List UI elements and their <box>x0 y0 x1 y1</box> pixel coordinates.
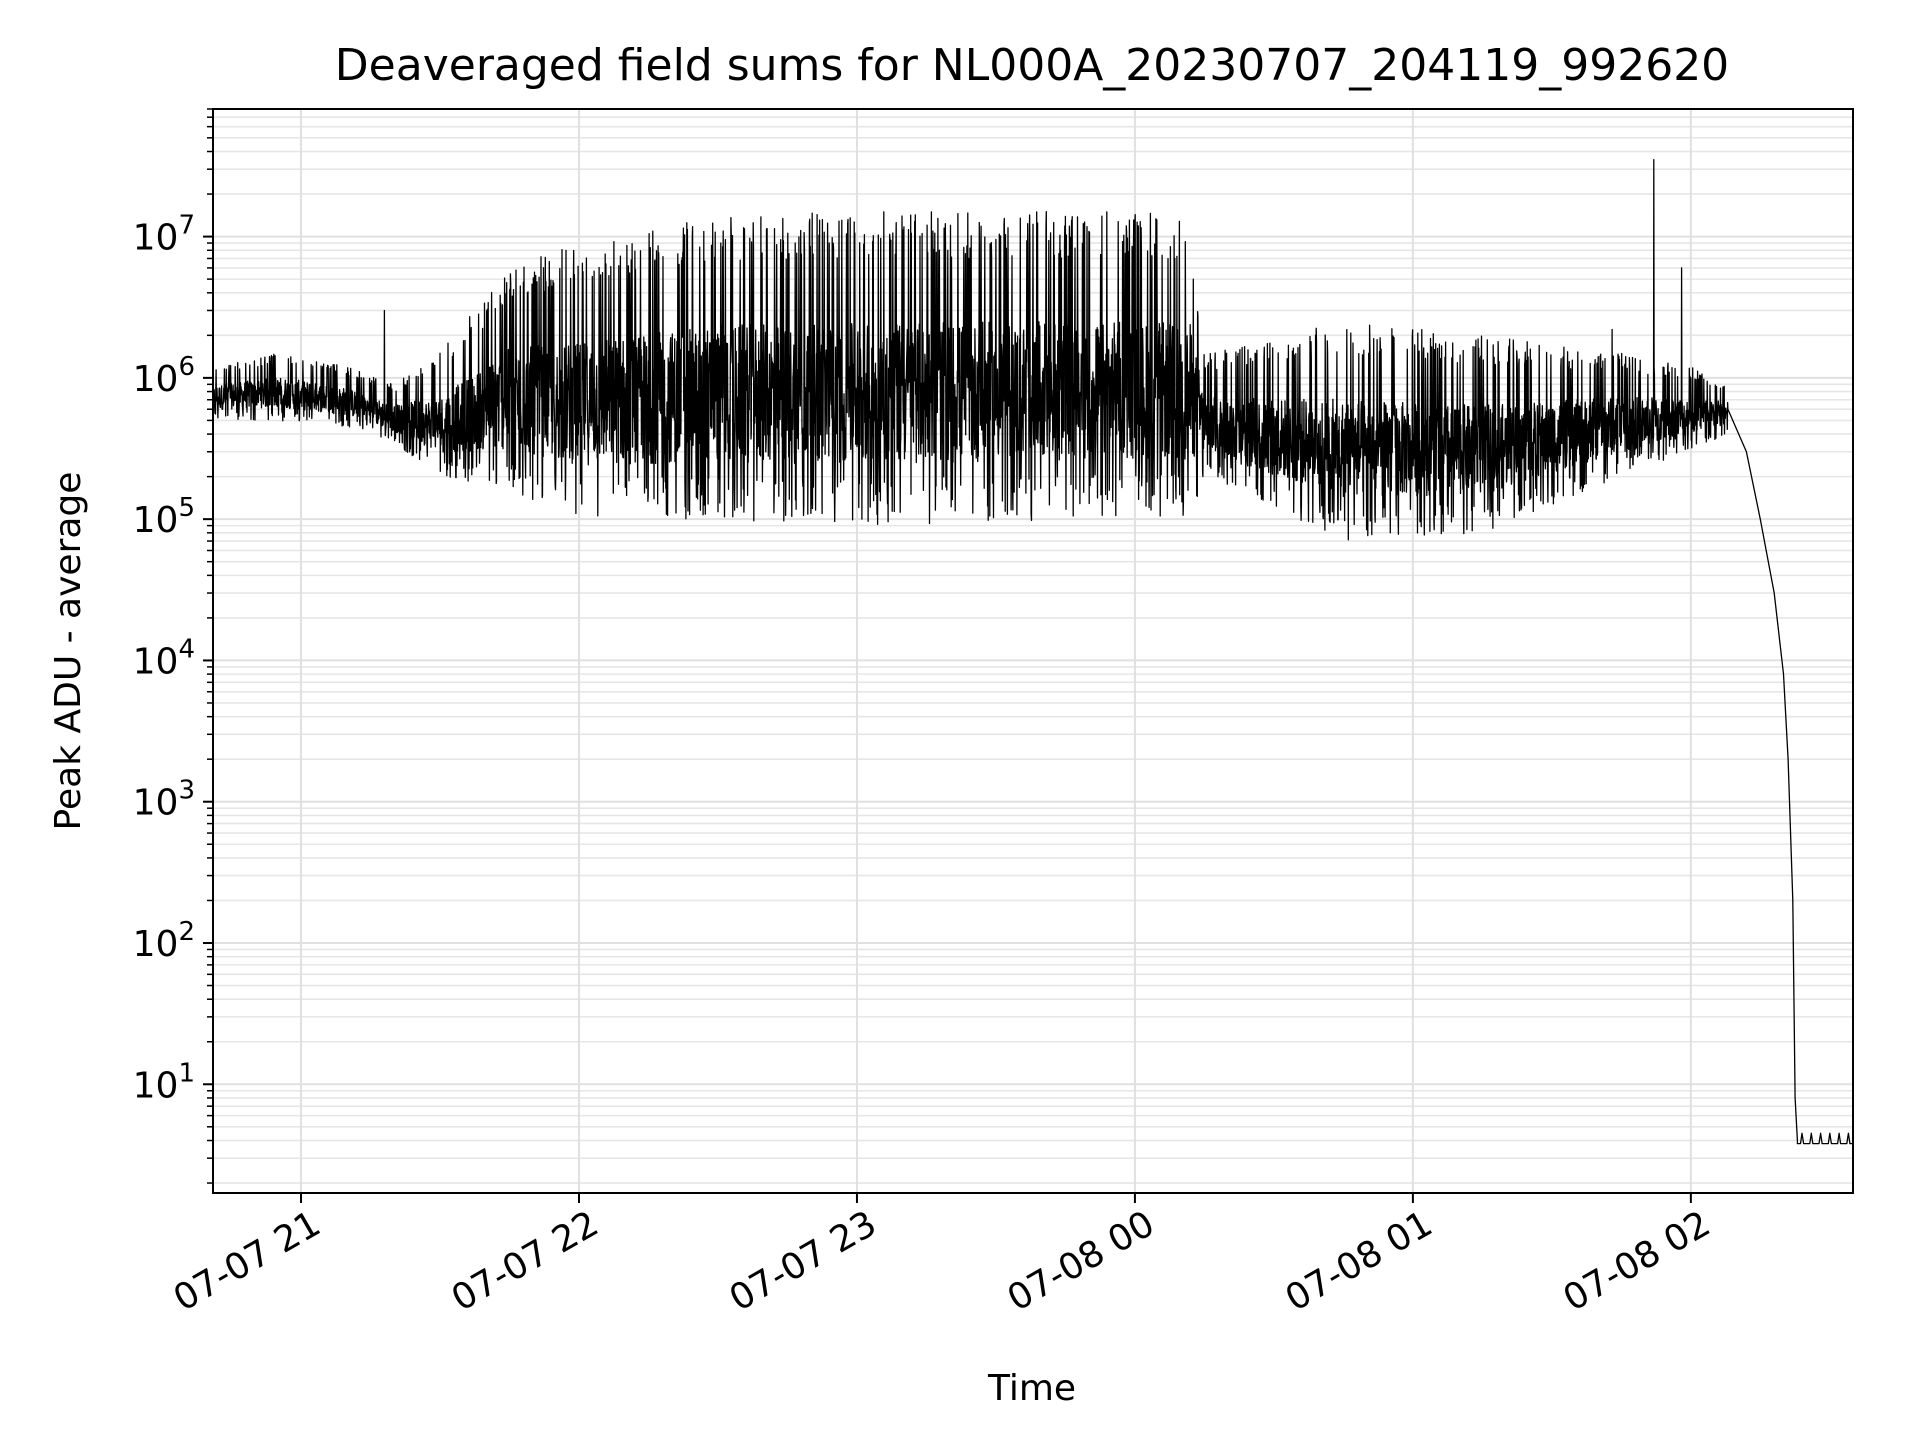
y-tick-label: 103 <box>133 776 195 824</box>
y-axis: 101 102 103 104 105 106 107 <box>133 108 213 1184</box>
y-tick-label: 104 <box>133 634 195 682</box>
y-tick-label: 101 <box>133 1058 195 1106</box>
y-tick-label: 106 <box>133 352 195 400</box>
y-axis-label: Peak ADU - average <box>48 472 89 831</box>
plot-frame <box>212 108 1854 1194</box>
y-tick-label: 102 <box>133 917 195 965</box>
grid <box>213 108 1853 1193</box>
y-tick-label: 105 <box>133 493 195 541</box>
series-group <box>212 159 1853 1145</box>
chart-title: Deaveraged field sums for NL000A_2023070… <box>335 40 1729 91</box>
y-tick-label: 107 <box>133 211 195 259</box>
series-line <box>212 159 1853 1145</box>
x-axis-label: Time <box>987 1368 1076 1409</box>
